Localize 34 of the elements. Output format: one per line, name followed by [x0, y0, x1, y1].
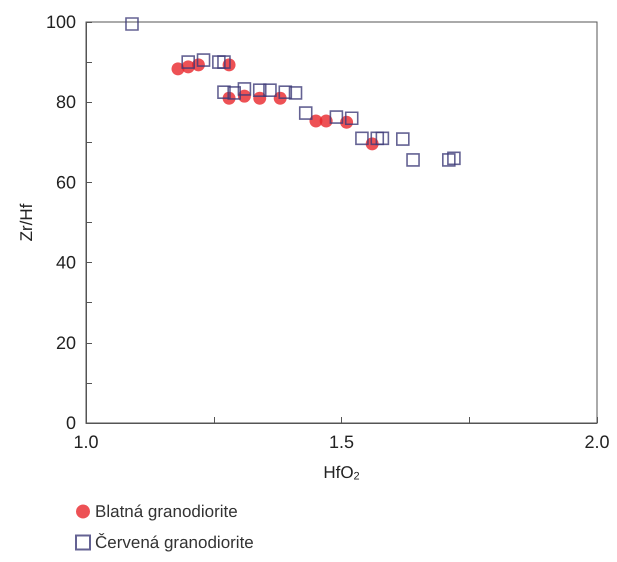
point	[288, 86, 302, 100]
x-tick-label: 1.5	[328, 432, 354, 452]
point	[442, 153, 456, 167]
point	[396, 132, 410, 146]
y-tick-label: 0	[66, 413, 76, 433]
point	[217, 55, 231, 69]
point	[278, 85, 292, 99]
point	[406, 153, 420, 167]
point	[252, 83, 267, 97]
y-tick-label: 60	[56, 172, 76, 192]
y-tick-label: 20	[56, 332, 76, 353]
point	[355, 131, 369, 146]
point	[217, 85, 231, 99]
y-tick-label: 80	[56, 92, 76, 112]
x-tick-label: 2.0	[584, 432, 610, 452]
point	[196, 53, 210, 67]
y-tick-label: 100	[46, 12, 76, 32]
point	[330, 110, 344, 124]
point	[376, 131, 390, 146]
point	[181, 55, 195, 69]
point	[125, 17, 139, 31]
point	[238, 82, 252, 96]
y-axis-title: Zr/Hf	[17, 203, 36, 242]
point	[227, 86, 241, 100]
point	[298, 106, 313, 120]
y-tick-label: 40	[56, 252, 76, 273]
legend-label: Blatná granodiorite	[95, 502, 238, 521]
point	[344, 111, 359, 126]
x-tick-label: 1.0	[73, 432, 99, 452]
legend-label: Červená granodiorite	[95, 533, 254, 552]
point	[447, 152, 461, 166]
point	[370, 131, 384, 146]
point	[263, 83, 277, 97]
point	[212, 55, 226, 69]
